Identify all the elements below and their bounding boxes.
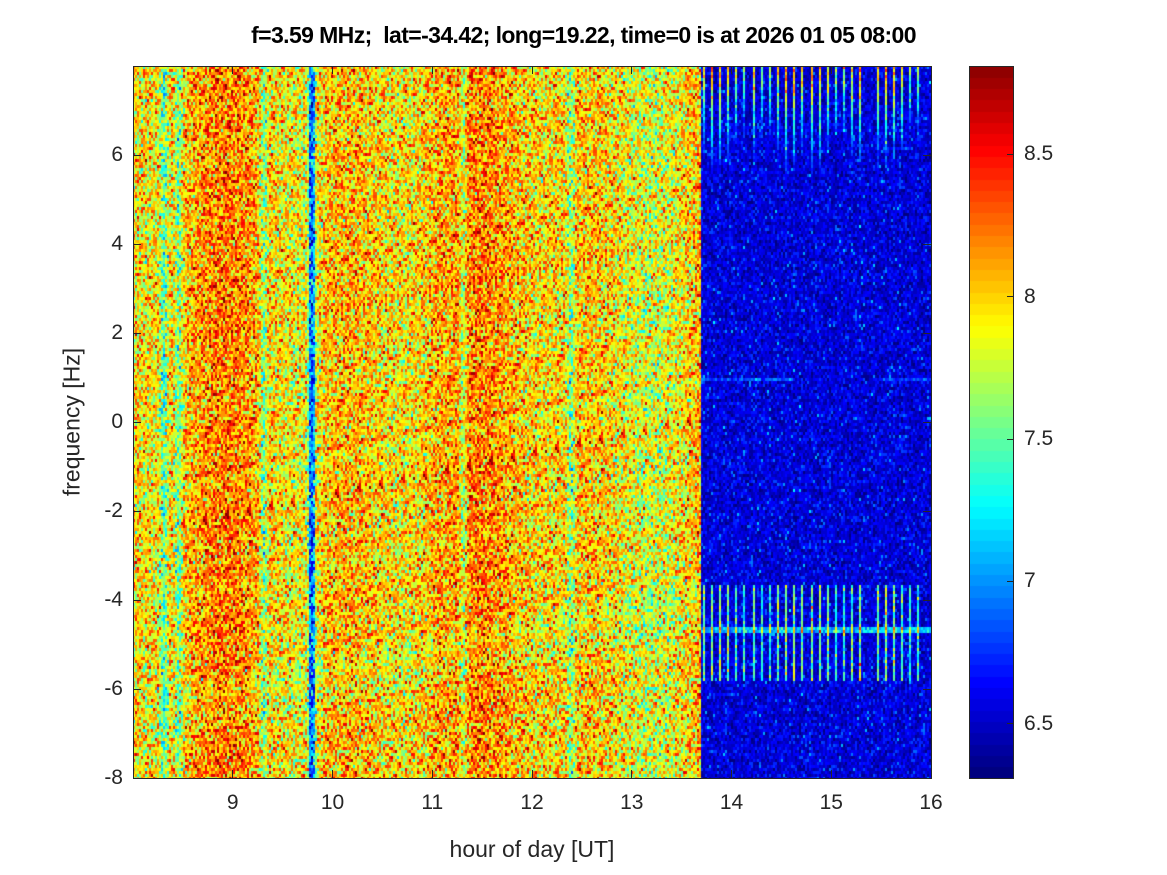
colorbar-tick-label: 8 (1024, 284, 1036, 308)
y-tick-mark (923, 599, 931, 601)
y-tick-mark (923, 243, 931, 245)
y-tick-mark (133, 599, 141, 601)
spectrogram-plot-area (133, 66, 931, 778)
y-tick-mark (133, 243, 141, 245)
x-tick-mark (731, 770, 732, 778)
x-tick-label: 15 (819, 791, 843, 814)
y-tick-mark (923, 510, 931, 512)
colorbar-tick-mark (1007, 438, 1013, 440)
x-tick-mark (830, 66, 832, 74)
y-tick-mark (923, 688, 931, 690)
y-tick-mark (133, 688, 141, 690)
x-tick-label: 9 (226, 791, 239, 814)
y-tick-mark (133, 510, 141, 512)
x-tick-label: 10 (320, 791, 345, 814)
x-tick-mark (531, 770, 533, 778)
x-axis-label: hour of day [UT] (449, 836, 615, 862)
x-tick-label: 11 (421, 791, 444, 814)
x-tick-mark (232, 770, 234, 778)
y-tick-mark (133, 332, 141, 334)
x-tick-mark (232, 66, 234, 74)
y-tick-mark (923, 154, 931, 156)
y-tick-label: -8 (104, 766, 123, 789)
colorbar-tick-label: 7 (1024, 569, 1036, 593)
x-tick-mark (431, 770, 433, 778)
colorbar-tick-label: 7.5 (1024, 427, 1054, 451)
y-tick-mark (923, 777, 931, 779)
x-tick-label: 12 (520, 791, 544, 814)
y-tick-label: 2 (111, 321, 123, 344)
x-tick-mark (332, 66, 333, 74)
y-tick-label: -2 (104, 499, 123, 522)
colorbar-tick-mark (1007, 296, 1013, 298)
spectrogram-heatmap (133, 66, 931, 778)
x-tick-mark (930, 66, 932, 74)
y-tick-label: 6 (111, 143, 123, 166)
y-tick-mark (133, 777, 141, 779)
y-tick-mark (133, 421, 141, 423)
y-tick-label: -4 (104, 588, 123, 611)
x-tick-label: 14 (719, 791, 744, 814)
x-tick-mark (731, 66, 732, 74)
chart-title: f=3.59 MHz; lat=-34.42; long=19.22, time… (251, 22, 916, 48)
y-tick-mark (923, 421, 931, 423)
x-tick-label: 16 (919, 791, 943, 814)
colorbar (969, 66, 1013, 778)
y-tick-label: 4 (111, 232, 123, 255)
colorbar-tick-mark (1007, 153, 1013, 155)
colorbar-tick-mark (1007, 580, 1013, 582)
y-axis-label: frequency [Hz] (58, 347, 85, 497)
x-tick-mark (531, 66, 533, 74)
y-tick-mark (923, 332, 931, 334)
colorbar-tick-label: 8.5 (1024, 142, 1054, 166)
x-tick-mark (332, 770, 333, 778)
y-tick-mark (133, 154, 141, 156)
x-tick-label: 13 (620, 791, 644, 814)
colorbar-tick-label: 6.5 (1024, 711, 1054, 735)
x-tick-mark (631, 66, 633, 74)
x-tick-mark (431, 66, 433, 74)
colorbar-tick-mark (1007, 723, 1013, 725)
y-tick-label: -6 (104, 677, 123, 700)
x-tick-mark (631, 770, 633, 778)
x-tick-mark (930, 770, 932, 778)
x-tick-mark (830, 770, 832, 778)
y-tick-label: 0 (111, 410, 123, 433)
